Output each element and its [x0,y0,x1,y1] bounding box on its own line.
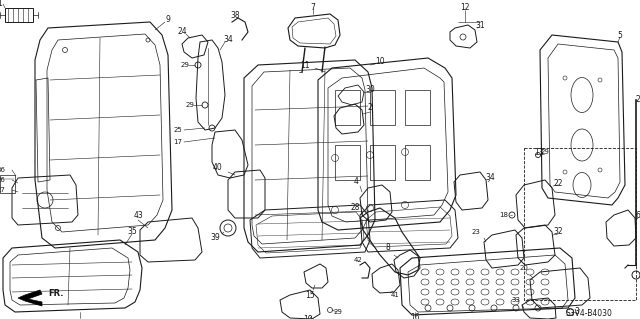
Bar [335,145,360,180]
Text: 22: 22 [553,179,563,188]
Text: 33: 33 [511,297,520,303]
Text: 20: 20 [519,265,528,271]
Text: 30: 30 [365,85,375,94]
Text: 29: 29 [541,149,549,155]
Text: 11: 11 [301,61,310,70]
Text: FR.: FR. [48,290,63,299]
Text: 28: 28 [351,204,360,212]
Polygon shape [18,290,42,306]
Text: 31: 31 [475,20,485,29]
Text: 41: 41 [390,292,399,298]
Text: 38: 38 [230,11,240,20]
Text: 1: 1 [0,0,2,8]
Text: 36: 36 [0,167,5,173]
Text: 35: 35 [127,227,137,236]
Text: 34: 34 [223,35,233,44]
Text: 29: 29 [180,62,189,68]
Text: 42: 42 [354,257,362,263]
Text: 21: 21 [636,95,640,105]
Text: 16: 16 [410,314,420,319]
Text: 2: 2 [367,103,372,113]
Text: 29: 29 [333,309,342,315]
Bar [370,145,395,180]
Text: S3V4-B4030: S3V4-B4030 [565,309,612,318]
Text: 13: 13 [534,148,543,157]
Text: 4: 4 [353,177,358,187]
Text: 7: 7 [310,4,316,12]
Text: 19: 19 [303,315,313,319]
Bar [5,8,33,22]
Bar [405,145,430,180]
Text: 12: 12 [460,4,470,12]
Text: 3: 3 [575,308,579,316]
Text: 32: 32 [553,227,563,236]
Text: 9: 9 [166,16,170,25]
Text: 10: 10 [375,57,385,66]
Text: 17: 17 [173,139,182,145]
Text: 6: 6 [636,211,640,219]
Text: 8: 8 [385,243,390,253]
Bar [0,175,15,193]
Bar [370,90,395,125]
Text: 43: 43 [133,211,143,220]
Text: 27: 27 [0,187,5,193]
Bar [524,148,636,300]
Text: 18: 18 [499,212,508,218]
Text: 15: 15 [305,291,315,300]
Text: 5: 5 [618,31,623,40]
Text: 25: 25 [173,127,182,133]
Text: 39: 39 [211,234,220,242]
Text: 23: 23 [471,229,480,235]
Text: 26: 26 [0,177,5,183]
Text: 34: 34 [485,174,495,182]
Text: 24: 24 [177,27,187,36]
Text: 40: 40 [212,164,222,173]
Text: 29: 29 [186,102,195,108]
Bar [405,90,430,125]
Bar [335,90,360,125]
